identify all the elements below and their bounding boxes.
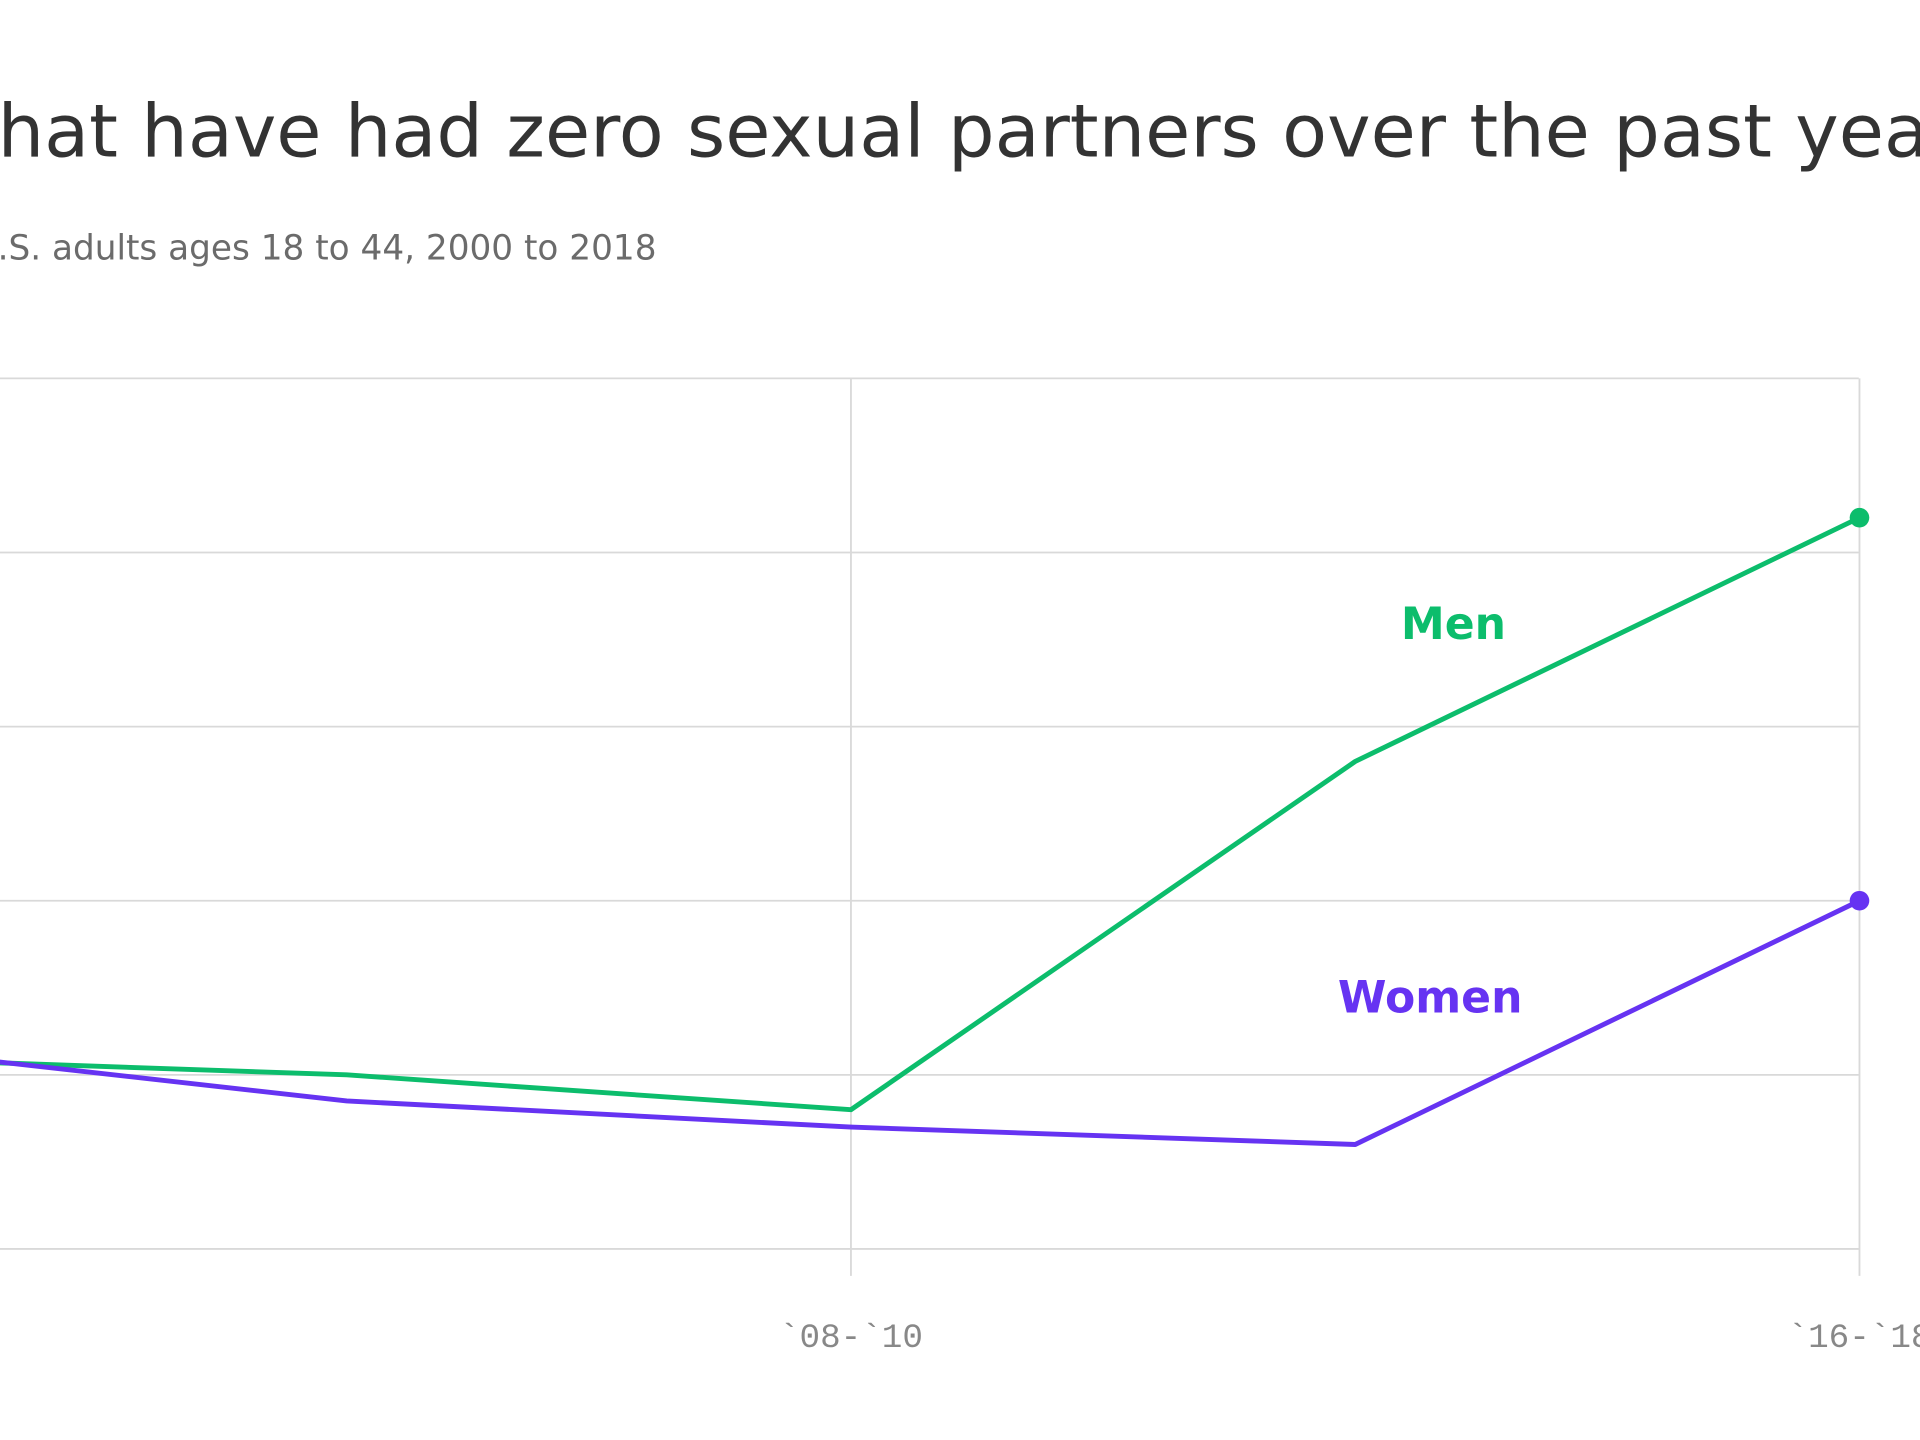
chart-title: hat have had zero sexual partners over t… bbox=[0, 90, 1920, 175]
series-line bbox=[0, 515, 1861, 1113]
series-label: Men bbox=[1401, 599, 1506, 650]
x-tick-label: `08-`10 bbox=[779, 1319, 923, 1358]
plot bbox=[0, 515, 1861, 1147]
grid bbox=[0, 377, 1861, 1276]
series-label: Women bbox=[1338, 973, 1523, 1024]
end-point bbox=[1849, 507, 1870, 528]
x-tick-label: `16-`18 bbox=[1788, 1319, 1920, 1358]
series-line bbox=[0, 898, 1861, 1147]
chart-subtitle: .S. adults ages 18 to 44, 2000 to 2018 bbox=[0, 229, 656, 269]
end-point bbox=[1849, 890, 1870, 911]
